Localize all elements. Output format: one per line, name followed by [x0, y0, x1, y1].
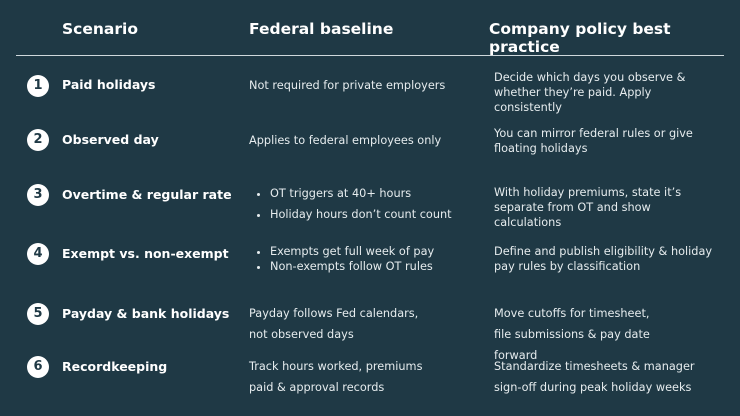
number-badge: 1	[27, 75, 49, 97]
number-badge: 6	[27, 356, 49, 378]
company-text: Move cutoffs for timesheet, file submiss…	[494, 307, 650, 362]
number-badge: 2	[27, 129, 49, 151]
header-divider	[16, 55, 724, 56]
federal-text: Track hours worked, premiums paid & appr…	[249, 360, 423, 394]
number-badge: 4	[27, 243, 49, 265]
number-badge: 3	[27, 184, 49, 206]
header-company: Company policy best practice	[489, 20, 671, 56]
bullet-item: Non-exempts follow OT rules	[270, 259, 462, 274]
federal-text: Payday follows Fed calendars, not observ…	[249, 307, 419, 341]
bullet-item: Exempts get full week of pay	[270, 244, 462, 259]
number-badge: 5	[27, 303, 49, 325]
company-text: Decide which days you observe & whether …	[494, 71, 686, 114]
bullet-item: OT triggers at 40+ hours	[270, 183, 462, 204]
header-scenario: Scenario	[62, 20, 138, 38]
company-text: Define and publish eligibility & holiday…	[494, 245, 713, 273]
federal-text: Not required for private employers	[249, 79, 446, 92]
header-federal: Federal baseline	[249, 20, 394, 38]
federal-bullets: Exempts get full week of payNon-exempts …	[252, 244, 462, 274]
scenario-label: Exempt vs. non-exempt	[62, 246, 229, 261]
federal-bullets: OT triggers at 40+ hoursHoliday hours do…	[252, 183, 462, 225]
company-text: Standardize timesheets & manager sign-of…	[494, 360, 695, 394]
scenario-label: Observed day	[62, 132, 159, 147]
scenario-label: Overtime & regular rate	[62, 187, 232, 202]
scenario-label: Payday & bank holidays	[62, 306, 230, 321]
company-text: With holiday premiums, state it’s separa…	[494, 186, 682, 229]
company-text: You can mirror federal rules or give flo…	[494, 127, 693, 155]
federal-text: Applies to federal employees only	[249, 134, 442, 147]
scenario-label: Recordkeeping	[62, 359, 168, 374]
bullet-item: Holiday hours don’t count count	[270, 204, 462, 225]
scenario-label: Paid holidays	[62, 77, 156, 92]
